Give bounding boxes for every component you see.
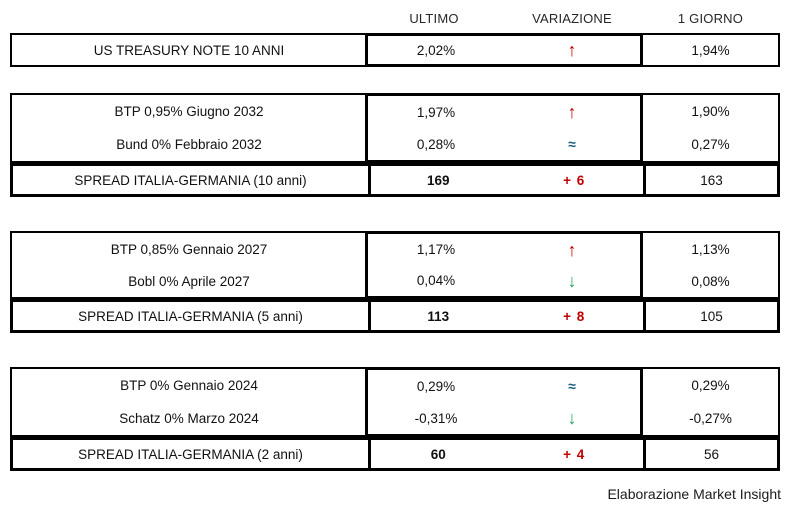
trend-up-icon: ↑ — [567, 239, 577, 260]
data-block: BTP 0,95% Giugno 2032 Bund 0% Febbraio 2… — [0, 93, 794, 163]
giorno-value: 0,29% — [691, 378, 730, 393]
table-10-anni: BTP 0,95% Giugno 2032 Bund 0% Febbraio 2… — [0, 93, 794, 197]
giorno-column-box: 1,90% 0,27% — [641, 93, 780, 163]
table-2-anni: BTP 0% Gennaio 2024 Schatz 0% Marzo 2024… — [0, 367, 794, 471]
giorno-value: 0,08% — [691, 273, 730, 289]
spread-variazione-value: + 4 — [563, 446, 586, 462]
column-headers: ULTIMO VARIAZIONE 1 GIORNO — [365, 8, 780, 28]
row-label: Bobl 0% Aprile 2027 — [128, 273, 250, 289]
spread-label: SPREAD ITALIA-GERMANIA (10 anni) — [74, 172, 307, 188]
attribution-text: Elaborazione Market Insight — [607, 486, 781, 502]
data-block: BTP 0,85% Gennaio 2027 Bobl 0% Aprile 20… — [0, 231, 794, 299]
giorno-value: 0,27% — [691, 137, 730, 152]
spread-label: SPREAD ITALIA-GERMANIA (5 anni) — [78, 308, 303, 324]
spread-ultimo-value: 169 — [368, 166, 506, 194]
data-block: BTP 0% Gennaio 2024 Schatz 0% Marzo 2024… — [0, 367, 794, 437]
column-header-giorno: 1 GIORNO — [677, 10, 744, 26]
ultimo-value: 0,29% — [416, 378, 456, 394]
label-column-box: BTP 0% Gennaio 2024 Schatz 0% Marzo 2024 — [10, 367, 368, 437]
giorno-value: 1,13% — [691, 241, 730, 257]
giorno-value: 1,90% — [691, 104, 730, 119]
ultimo-variazione-box: 1,17% ↑ 0,04% ↓ — [365, 231, 643, 299]
ultimo-value: 0,28% — [416, 136, 456, 152]
trend-up-icon: ↑ — [567, 102, 577, 122]
spread-row-2-anni: SPREAD ITALIA-GERMANIA (2 anni) 60 + 4 5… — [10, 437, 780, 471]
row-label: US TREASURY NOTE 10 ANNI — [93, 42, 285, 58]
spread-ultimo-value: 113 — [368, 302, 506, 330]
row-label: BTP 0% Gennaio 2024 — [120, 378, 258, 393]
ultimo-value: -0,31% — [414, 410, 458, 426]
row-label: BTP 0,85% Gennaio 2027 — [110, 241, 268, 257]
spread-variazione-value: + 8 — [563, 308, 586, 324]
giorno-column-box: 1,13% 0,08% — [641, 231, 780, 299]
row-label: BTP 0,95% Giugno 2032 — [114, 104, 264, 119]
spread-row-5-anni: SPREAD ITALIA-GERMANIA (5 anni) 113 + 8 … — [10, 299, 780, 333]
ultimo-value: 0,04% — [416, 273, 456, 288]
spread-variazione-value: + 6 — [563, 172, 586, 188]
giorno-column-box: 1,94% — [641, 33, 780, 67]
label-column-box: BTP 0,85% Gennaio 2027 Bobl 0% Aprile 20… — [10, 231, 368, 299]
spread-giorno-value: 56 — [643, 440, 777, 468]
row-label: Bund 0% Febbraio 2032 — [116, 137, 262, 152]
table-us-treasury: US TREASURY NOTE 10 ANNI 2,02% ↑ 1,94% — [0, 33, 794, 67]
spread-ultimo-value: 60 — [368, 440, 506, 468]
trend-up-icon: ↑ — [567, 40, 577, 60]
ultimo-variazione-box: 1,97% ↑ 0,28% ≈ — [365, 93, 643, 163]
ultimo-value: 1,97% — [416, 104, 456, 120]
giorno-value: 1,94% — [691, 42, 730, 58]
table-5-anni: BTP 0,85% Gennaio 2027 Bobl 0% Aprile 20… — [0, 231, 794, 333]
label-column-box: BTP 0,95% Giugno 2032 Bund 0% Febbraio 2… — [10, 93, 368, 163]
spread-label: SPREAD ITALIA-GERMANIA (2 anni) — [78, 446, 303, 462]
giorno-value: -0,27% — [689, 411, 732, 426]
spread-giorno-value: 163 — [643, 166, 777, 194]
ultimo-value: 2,02% — [416, 42, 456, 58]
spread-giorno-value: 105 — [643, 302, 777, 330]
trend-down-icon: ↓ — [567, 408, 577, 428]
approx-icon: ≈ — [568, 378, 576, 394]
trend-down-icon: ↓ — [567, 270, 577, 291]
giorno-column-box: 0,29% -0,27% — [641, 367, 780, 437]
label-column-box: US TREASURY NOTE 10 ANNI — [10, 33, 368, 67]
ultimo-value: 1,17% — [416, 242, 456, 257]
ultimo-variazione-box: 0,29% ≈ -0,31% ↓ — [365, 367, 643, 437]
spread-row-10-anni: SPREAD ITALIA-GERMANIA (10 anni) 169 + 6… — [10, 163, 780, 197]
data-block: US TREASURY NOTE 10 ANNI 2,02% ↑ 1,94% — [0, 33, 794, 67]
approx-icon: ≈ — [568, 136, 576, 152]
column-header-ultimo: ULTIMO — [409, 10, 459, 26]
row-label: Schatz 0% Marzo 2024 — [119, 411, 259, 426]
ultimo-variazione-box: 2,02% ↑ — [365, 33, 643, 67]
column-header-variazione: VARIAZIONE — [532, 10, 612, 26]
